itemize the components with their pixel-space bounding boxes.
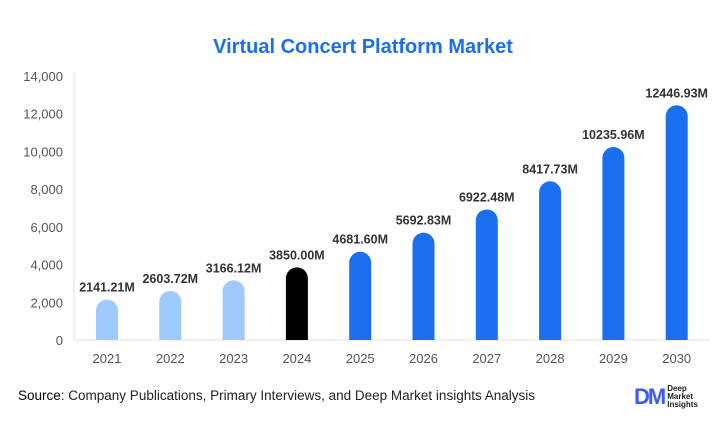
data-label: 6922.48M bbox=[459, 190, 515, 204]
bar bbox=[159, 290, 182, 340]
bar bbox=[222, 280, 245, 340]
data-label: 12446.93M bbox=[645, 86, 708, 100]
logo: DM Deep Market Insights bbox=[634, 384, 698, 410]
data-label: 2603.72M bbox=[142, 272, 198, 286]
bar bbox=[285, 267, 308, 340]
data-label: 10235.96M bbox=[582, 128, 645, 142]
bar bbox=[475, 209, 498, 340]
bar bbox=[96, 299, 118, 340]
data-label: 5692.83M bbox=[396, 214, 452, 228]
y-tick-label: 12,000 bbox=[23, 107, 63, 122]
bar bbox=[665, 105, 688, 340]
x-tick-label: 2029 bbox=[599, 351, 628, 366]
x-tick-label: 2022 bbox=[156, 351, 185, 366]
data-label: 2141.21M bbox=[79, 281, 135, 295]
logo-line: Insights bbox=[667, 400, 698, 409]
data-label: 3850.00M bbox=[269, 248, 325, 262]
source-note: Source: Company Publications, Primary In… bbox=[18, 388, 535, 403]
logo-mark: DM bbox=[634, 384, 666, 409]
x-tick-label: 2026 bbox=[409, 351, 438, 366]
x-tick-label: 2028 bbox=[536, 351, 565, 366]
data-label: 8417.73M bbox=[522, 162, 578, 176]
logo-line: Market bbox=[667, 392, 694, 401]
x-tick-label: 2021 bbox=[93, 351, 122, 366]
y-tick-label: 0 bbox=[56, 333, 63, 348]
chart-title: Virtual Concert Platform Market bbox=[213, 36, 513, 58]
source-text: : Company Publications, Primary Intervie… bbox=[60, 388, 535, 403]
logo-text: Deep Market Insights bbox=[667, 385, 698, 409]
y-tick-label: 2,000 bbox=[30, 295, 63, 310]
bar bbox=[539, 181, 562, 340]
y-tick-label: 10,000 bbox=[23, 144, 63, 159]
data-label: 4681.60M bbox=[332, 233, 388, 247]
x-tick-label: 2027 bbox=[472, 351, 501, 366]
y-tick-label: 8,000 bbox=[30, 182, 63, 197]
x-tick-label: 2023 bbox=[219, 351, 248, 366]
y-tick-label: 4,000 bbox=[30, 258, 63, 273]
data-label: 3166.12M bbox=[206, 261, 262, 275]
bar bbox=[602, 146, 625, 340]
source-label: Source bbox=[18, 388, 61, 403]
x-tick-label: 2024 bbox=[282, 351, 311, 366]
y-tick-label: 6,000 bbox=[30, 220, 63, 235]
x-tick-label: 2025 bbox=[346, 351, 375, 366]
bar bbox=[349, 251, 372, 340]
logo-line: Deep bbox=[667, 384, 687, 393]
y-tick-label: 14,000 bbox=[23, 69, 63, 84]
bar bbox=[412, 232, 435, 340]
x-tick-label: 2030 bbox=[662, 351, 691, 366]
